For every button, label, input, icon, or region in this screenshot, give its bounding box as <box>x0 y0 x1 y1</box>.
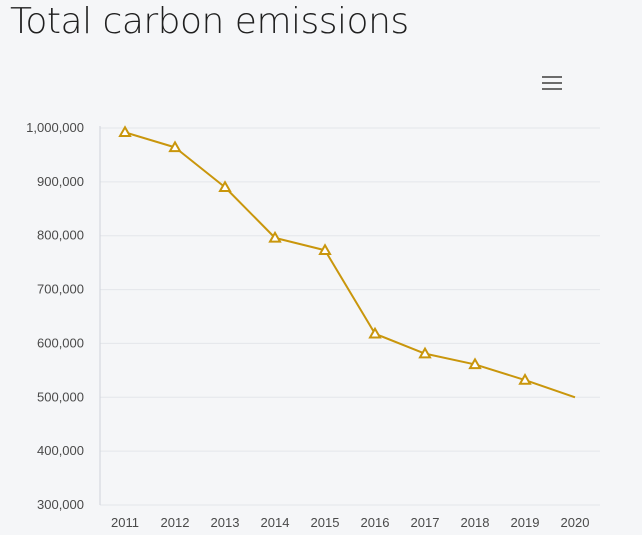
chart-title: Total carbon emissions <box>10 1 409 42</box>
data-point-marker <box>168 140 182 153</box>
data-point-marker <box>468 357 482 370</box>
x-tick-label: 2017 <box>411 515 440 530</box>
x-tick-label: 2015 <box>311 515 340 530</box>
y-tick-label: 800,000 <box>37 228 84 243</box>
data-point-marker <box>268 230 282 243</box>
data-point-marker <box>368 326 382 339</box>
x-tick-label: 2011 <box>111 515 139 530</box>
hamburger-menu-icon[interactable] <box>538 70 566 96</box>
data-point-marker <box>418 346 432 359</box>
x-tick-label: 2016 <box>361 515 390 530</box>
data-point-marker <box>318 243 332 256</box>
y-tick-label: 400,000 <box>37 443 84 458</box>
data-point-marker <box>518 373 532 385</box>
data-point-marker <box>218 180 232 192</box>
x-tick-label: 2012 <box>161 515 190 530</box>
y-tick-label: 500,000 <box>37 389 84 404</box>
y-tick-label: 300,000 <box>37 497 84 512</box>
x-tick-label: 2018 <box>461 515 490 530</box>
x-tick-label: 2020 <box>561 515 590 530</box>
series-line <box>124 131 576 399</box>
x-tick-label: 2019 <box>511 515 540 530</box>
x-tick-label: 2013 <box>211 515 240 530</box>
y-tick-label: 700,000 <box>37 282 84 297</box>
y-tick-label: 600,000 <box>37 335 84 350</box>
y-tick-label: 1,000,000 <box>26 120 84 135</box>
data-point-marker <box>118 125 132 138</box>
y-tick-label: 900,000 <box>37 174 84 189</box>
x-tick-label: 2014 <box>261 515 290 530</box>
